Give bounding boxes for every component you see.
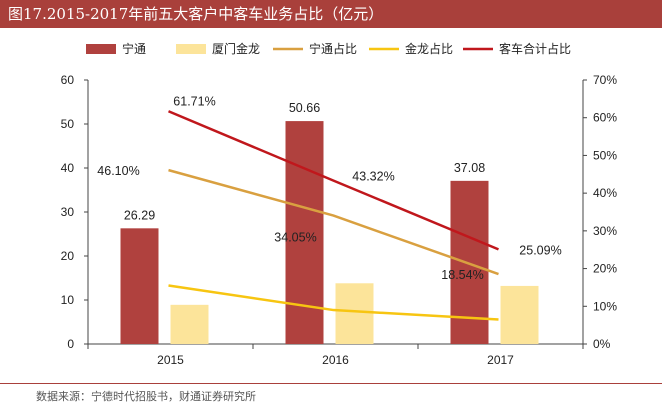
x-tick-label: 2016 — [322, 353, 349, 367]
bar-value-label: 50.66 — [289, 101, 320, 115]
line-value-label: 43.32% — [352, 170, 394, 184]
left-tick-label: 0 — [67, 337, 74, 351]
bar-1-2015 — [120, 228, 159, 344]
line-value-label: 61.71% — [173, 94, 215, 108]
legend-label-5: 客车合计占比 — [499, 41, 571, 56]
legend-swatch-1 — [86, 44, 116, 54]
source-note: 数据来源：宁德时代招股书，财通证券研究所 — [36, 390, 256, 403]
line-series-3 — [168, 110, 499, 251]
right-tick-label: 20% — [593, 262, 617, 276]
line-value-label: 18.54% — [441, 268, 483, 282]
left-tick-label: 20 — [61, 249, 75, 263]
left-tick-label: 40 — [61, 161, 75, 175]
legend-label-4: 金龙占比 — [405, 41, 453, 56]
line-value-label: 25.09% — [519, 243, 561, 257]
right-tick-label: 60% — [593, 111, 617, 125]
right-tick-label: 30% — [593, 224, 617, 238]
line-series-1 — [168, 168, 499, 276]
right-tick-label: 40% — [593, 186, 617, 200]
right-tick-label: 70% — [593, 73, 617, 87]
bar-2-2016 — [335, 283, 374, 344]
line-value-label: 34.05% — [274, 231, 316, 245]
bar-2-2017 — [500, 285, 539, 344]
left-tick-label: 10 — [61, 293, 75, 307]
left-tick-label: 60 — [61, 73, 75, 87]
line-value-label: 46.10% — [97, 164, 139, 178]
right-tick-label: 10% — [593, 299, 617, 313]
right-tick-label: 0% — [593, 337, 611, 351]
footer-rule — [0, 383, 662, 384]
left-tick-label: 30 — [61, 205, 75, 219]
bar-2-2015 — [170, 304, 209, 344]
legend-label-1: 宁通 — [122, 41, 146, 56]
legend-swatch-2 — [176, 44, 206, 54]
line-series-2 — [168, 284, 499, 321]
x-tick-label: 2015 — [157, 353, 184, 367]
figure-title: 图17.2015-2017年前五大客户中客车业务占比（亿元） — [0, 0, 662, 28]
left-tick-label: 50 — [61, 117, 75, 131]
right-tick-label: 50% — [593, 148, 617, 162]
x-tick-label: 2017 — [487, 353, 514, 367]
bar-value-label: 26.29 — [124, 208, 155, 222]
legend-label-2: 厦门金龙 — [212, 41, 260, 56]
legend-label-3: 宁通占比 — [309, 41, 357, 56]
bar-value-label: 37.08 — [454, 161, 485, 175]
